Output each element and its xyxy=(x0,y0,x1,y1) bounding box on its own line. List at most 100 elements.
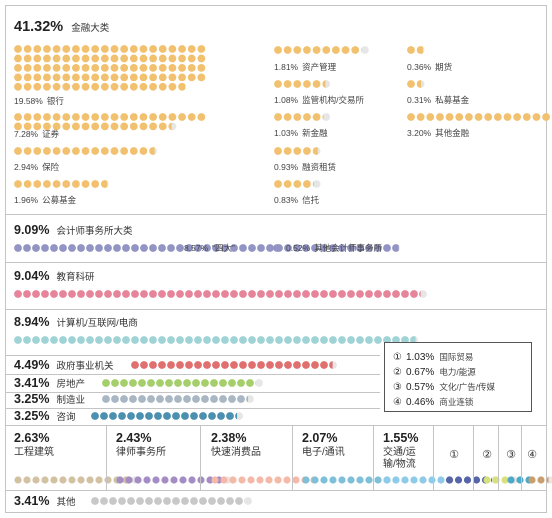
dots-manufacturing-dot xyxy=(165,395,173,403)
dots-it-dot xyxy=(68,336,76,344)
dots-education-dot xyxy=(113,290,121,298)
dots-consulting-dot xyxy=(217,412,225,420)
dots-bank-dot xyxy=(139,73,148,82)
dots-manufacturing-dot xyxy=(120,395,128,403)
dots-it-dot xyxy=(122,336,130,344)
dots-big4-dot xyxy=(113,244,121,252)
dots-big4-dot xyxy=(86,244,94,252)
dots-it-dot xyxy=(248,336,256,344)
annotation-item: ② 0.67% 电力/能源 xyxy=(393,367,476,378)
dots-bank-dot xyxy=(43,82,51,91)
dots-gov-dot xyxy=(194,361,202,369)
dots-securities-dot xyxy=(72,122,80,131)
dots-asset-dot xyxy=(341,46,350,54)
dots-education-dot xyxy=(365,290,373,298)
dots-regulator-dot xyxy=(293,80,302,88)
dots-fmcg-dot xyxy=(256,476,264,484)
dots-bank-dot xyxy=(62,45,71,53)
dots-fmcg-dot xyxy=(265,476,273,484)
dots-bank-dot xyxy=(197,54,206,63)
dots-transport xyxy=(383,476,454,484)
dots-fund-dot xyxy=(72,180,80,188)
dots-it-dot xyxy=(239,336,247,344)
dots-it-dot xyxy=(311,336,319,344)
dots-transport-dot xyxy=(419,476,427,484)
dots-manufacturing-dot xyxy=(228,395,236,403)
dots-bank-dot xyxy=(14,82,22,91)
consulting-title: 3.25% 咨询 xyxy=(14,409,75,423)
dots-trust-dot xyxy=(293,180,302,188)
dots-big4-dot xyxy=(239,244,247,252)
dots-securities-dot xyxy=(62,122,71,131)
dots-bank-dot xyxy=(139,82,148,91)
dots-securities-dot xyxy=(120,122,129,131)
dots-bank-dot xyxy=(110,64,119,72)
dots-big4-dot xyxy=(104,244,112,252)
dots-gov-dot xyxy=(140,361,148,369)
dots-consulting-dot xyxy=(136,412,144,420)
dots-big4-dot xyxy=(149,244,157,252)
dots-big4-dot xyxy=(257,244,265,252)
dots-realestate-partial-dot-bg xyxy=(255,379,263,387)
dots-manufacturing-dot xyxy=(138,395,146,403)
dots-education-dot xyxy=(167,290,175,298)
dots-education-dot xyxy=(140,290,148,298)
dots-bank-dot xyxy=(129,54,138,63)
dots-bank-dot xyxy=(168,73,177,82)
dots-bank-dot xyxy=(23,82,32,91)
dots-gov-dot xyxy=(167,361,175,369)
dots-education-dot xyxy=(212,290,220,298)
dots-asset-dot xyxy=(332,46,340,54)
dots-securities-dot xyxy=(129,122,138,131)
transport-label-line2: 输/物流 xyxy=(383,457,416,470)
dots-manufacturing-dot xyxy=(174,395,182,403)
dots-electronics-dot xyxy=(320,476,328,484)
dots-gov xyxy=(131,361,337,369)
dots-securities-dot xyxy=(33,113,42,121)
dots-bank-dot xyxy=(110,82,119,91)
dots-other-dot xyxy=(199,497,207,505)
dots-it-dot xyxy=(401,336,409,344)
transport-pct: 1.55% xyxy=(383,431,418,445)
dots-electronics-dot xyxy=(338,476,346,484)
dots-gov-dot xyxy=(257,361,265,369)
dots-securities-dot xyxy=(139,122,148,131)
dots-securities-dot xyxy=(149,122,158,131)
dots-big4-dot xyxy=(365,244,373,252)
dots-securities-dot xyxy=(91,122,100,131)
dots-bank-dot xyxy=(187,64,196,72)
dots-education-dot xyxy=(248,290,256,298)
dots-fmcg-dot xyxy=(274,476,282,484)
dots-it-dot xyxy=(374,336,382,344)
dots-bank-dot xyxy=(110,73,119,82)
dots-realestate xyxy=(102,379,263,387)
dots-other-dot xyxy=(163,497,171,505)
dots-bank-dot xyxy=(129,64,138,72)
dots-it-dot xyxy=(383,336,391,344)
label-asset: 1.81% 资产管理 xyxy=(274,62,337,72)
dots-it-dot xyxy=(77,336,85,344)
dots-regulator-dot xyxy=(312,80,321,88)
dots-fund-dot xyxy=(43,180,51,188)
dots-education-dot xyxy=(14,290,22,298)
dots-education-dot xyxy=(392,290,400,298)
dots-otherfin-dot xyxy=(426,113,435,121)
dots-gov-dot xyxy=(266,361,274,369)
chart-frame xyxy=(5,5,547,513)
dots-securities-dot xyxy=(81,122,90,131)
dots-construction-dot xyxy=(86,476,94,484)
other-title: 3.41% 其他 xyxy=(14,494,76,508)
dots-bank-dot xyxy=(139,64,148,72)
dots-fmcg-dot xyxy=(229,476,237,484)
annotation-item: ③ 0.57% 文化/广告/传媒 xyxy=(393,382,496,393)
dots-fmcg-dot xyxy=(292,476,300,484)
dots-fintech-dot xyxy=(293,113,302,121)
dots-it-dot xyxy=(131,336,139,344)
dots-construction-dot xyxy=(77,476,85,484)
dots-securities-dot xyxy=(62,113,71,121)
dots-bank-dot xyxy=(14,54,22,63)
dots-otherfin-dot xyxy=(503,113,512,121)
dots-bank-dot xyxy=(52,45,61,53)
dots-annotation-1-dot xyxy=(445,476,454,484)
dots-bank-dot xyxy=(23,73,32,82)
